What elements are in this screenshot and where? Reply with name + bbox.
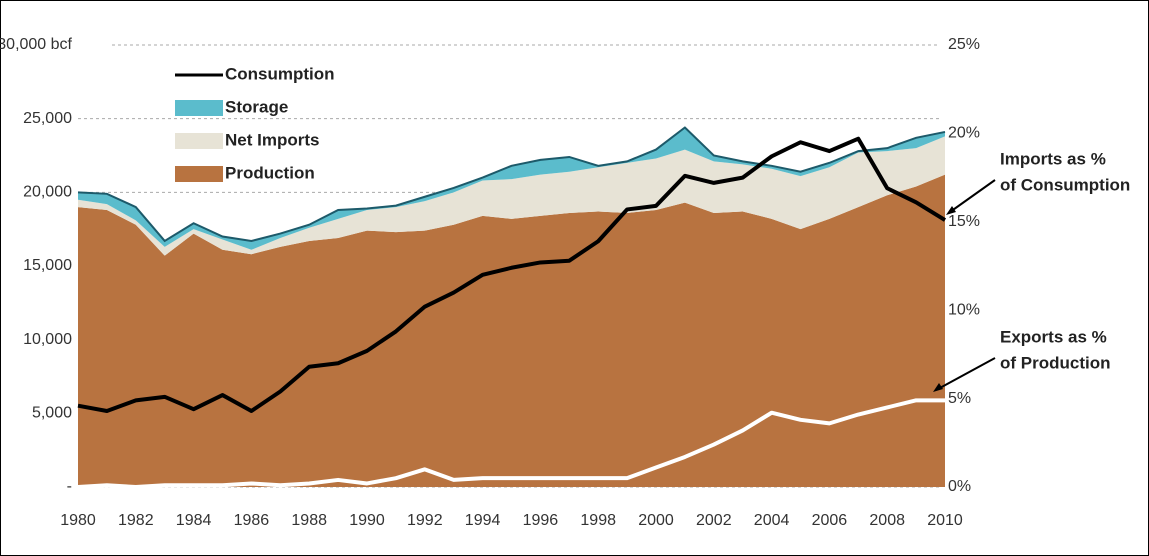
y2-tick-label: 25%: [948, 36, 980, 53]
x-tick-label: 2006: [812, 512, 848, 529]
x-tick-label: 1990: [349, 512, 385, 529]
y-tick-label: 30,000 bcf: [0, 36, 73, 53]
x-tick-label: 2002: [696, 512, 732, 529]
arrow: [937, 357, 996, 390]
areas: [77, 126, 946, 488]
x-tick-label: 1982: [118, 512, 154, 529]
x-tick-label: 1992: [407, 512, 443, 529]
line: [77, 398, 945, 489]
arrow-head: [946, 206, 956, 215]
x-tick-label: 2004: [754, 512, 790, 529]
lines: [77, 136, 947, 489]
area-edge: [77, 126, 946, 243]
arrow-head: [933, 383, 943, 392]
x-tick-label: 1994: [465, 512, 501, 529]
area: [78, 174, 945, 488]
y2-tick-label: 10%: [948, 301, 980, 318]
y2-tick-label: 20%: [948, 125, 980, 142]
y-tick-label: -: [67, 478, 72, 495]
x-tick-label: 2008: [869, 512, 905, 529]
legend-swatch: [175, 133, 223, 149]
legend-swatch: [175, 166, 223, 182]
area: [78, 136, 945, 256]
legend-label: Consumption: [225, 64, 335, 83]
y-tick-label: 25,000: [23, 110, 72, 127]
line: [77, 136, 947, 413]
y2-tick-label: 5%: [948, 390, 971, 407]
y-tick-label: 10,000: [23, 331, 72, 348]
x-tick-label: 1988: [291, 512, 327, 529]
legend-label: Production: [225, 163, 315, 182]
annotation: Imports as %: [1000, 149, 1106, 168]
legend-swatch: [175, 100, 223, 116]
x-tick-label: 2000: [638, 512, 674, 529]
y2-tick-label: 0%: [948, 478, 971, 495]
annotation: of Consumption: [1000, 175, 1130, 194]
annotation: of Production: [1000, 353, 1110, 372]
y-tick-label: 20,000: [23, 184, 72, 201]
y-tick-label: 5,000: [32, 405, 72, 422]
y-tick-label: 15,000: [23, 257, 72, 274]
y2-tick-label: 15%: [948, 213, 980, 230]
x-tick-label: 1996: [523, 512, 559, 529]
x-tick-label: 1984: [176, 512, 212, 529]
annotation: Exports as %: [1000, 327, 1107, 346]
grid: [78, 44, 940, 488]
x-tick-label: 1980: [60, 512, 96, 529]
legend-label: Net Imports: [225, 130, 319, 149]
labels: - 5,000 10,000 15,000 20,000 25,000 30,000 bcf…: [0, 36, 1130, 529]
x-tick-label: 1986: [234, 512, 270, 529]
x-tick-label: 1998: [580, 512, 616, 529]
legend-label: Storage: [225, 97, 288, 116]
x-tick-label: 2010: [927, 512, 963, 529]
arrow: [949, 179, 996, 213]
